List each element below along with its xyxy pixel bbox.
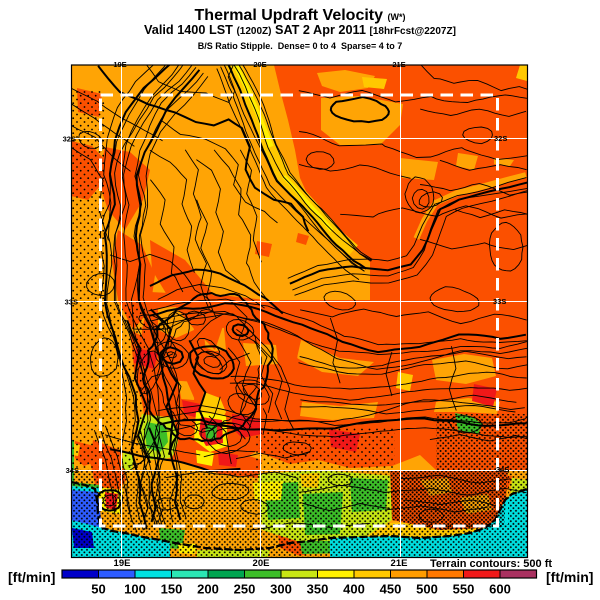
svg-text:20E: 20E <box>253 558 270 569</box>
svg-text:34S: 34S <box>66 466 79 475</box>
svg-text:34S: 34S <box>496 465 509 474</box>
svg-text:400: 400 <box>343 582 365 597</box>
svg-text:32S: 32S <box>63 135 76 144</box>
svg-text:500: 500 <box>416 582 438 597</box>
svg-text:19E: 19E <box>113 60 126 69</box>
svg-text:600: 600 <box>489 582 511 597</box>
svg-text:350: 350 <box>307 582 329 597</box>
svg-text:21E: 21E <box>392 60 405 69</box>
svg-text:32S: 32S <box>494 134 507 143</box>
svg-text:50: 50 <box>91 582 105 597</box>
svg-text:21E: 21E <box>391 558 408 569</box>
svg-text:300: 300 <box>270 582 292 597</box>
svg-text:150: 150 <box>161 582 183 597</box>
svg-text:550: 550 <box>453 582 475 597</box>
svg-text:250: 250 <box>234 582 256 597</box>
svg-text:33S: 33S <box>493 297 506 306</box>
svg-text:20E: 20E <box>253 60 266 69</box>
svg-text:[ft/min]: [ft/min] <box>546 569 593 585</box>
svg-text:200: 200 <box>197 582 219 597</box>
svg-text:450: 450 <box>380 582 402 597</box>
svg-text:19E: 19E <box>114 558 131 569</box>
svg-text:[ft/min]: [ft/min] <box>8 569 55 585</box>
svg-text:100: 100 <box>124 582 146 597</box>
svg-text:33S: 33S <box>65 298 78 307</box>
svg-text:Terrain contours: 500 ft: Terrain contours: 500 ft <box>430 558 552 570</box>
